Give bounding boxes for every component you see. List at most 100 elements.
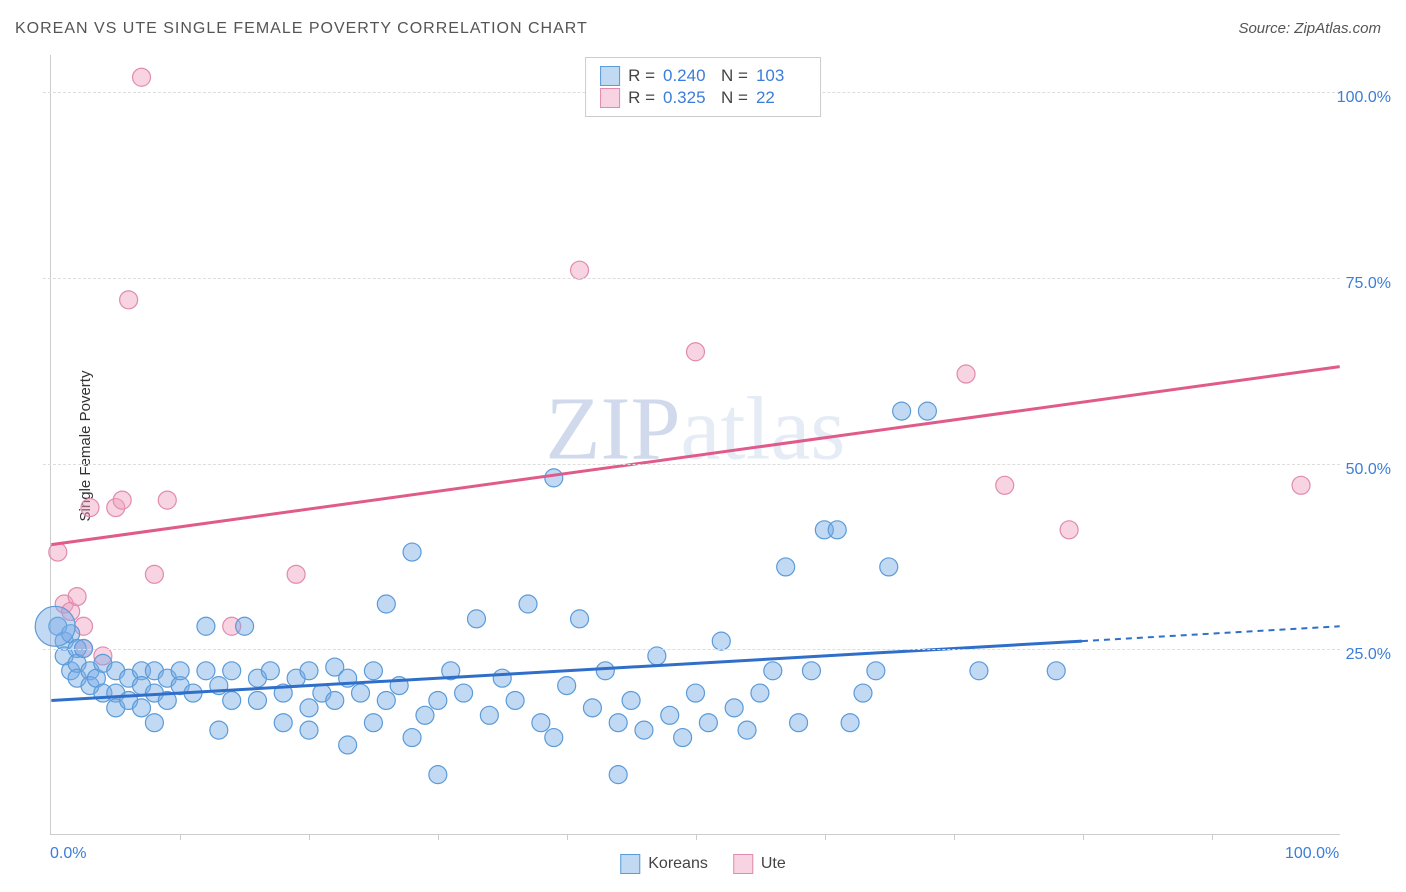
chart-title: KOREAN VS UTE SINGLE FEMALE POVERTY CORR… — [15, 20, 588, 38]
data-point — [287, 565, 305, 583]
data-point — [828, 521, 846, 539]
data-point — [300, 699, 318, 717]
data-point — [880, 558, 898, 576]
data-point — [326, 691, 344, 709]
data-point-large — [35, 606, 75, 646]
data-point — [133, 699, 151, 717]
y-tick-label: 100.0% — [1337, 89, 1391, 107]
plot-area: ZIPatlas — [50, 55, 1340, 835]
legend-item-1: Koreans — [620, 854, 708, 874]
data-point — [725, 699, 743, 717]
data-point — [957, 365, 975, 383]
x-tick — [1212, 834, 1213, 840]
data-point — [712, 632, 730, 650]
data-point — [609, 714, 627, 732]
data-point — [622, 691, 640, 709]
data-point — [699, 714, 717, 732]
data-point — [1292, 476, 1310, 494]
data-point — [493, 669, 511, 687]
data-point — [210, 721, 228, 739]
gridline — [43, 278, 1340, 279]
trend-line — [51, 367, 1339, 545]
data-point — [403, 543, 421, 561]
data-point — [571, 261, 589, 279]
data-point — [236, 617, 254, 635]
data-point — [364, 662, 382, 680]
x-tick — [309, 834, 310, 840]
data-point — [970, 662, 988, 680]
scatter-svg — [51, 55, 1340, 834]
data-point — [635, 721, 653, 739]
x-tick — [567, 834, 568, 840]
data-point — [1047, 662, 1065, 680]
data-point — [133, 68, 151, 86]
data-point — [519, 595, 537, 613]
data-point — [764, 662, 782, 680]
data-point — [223, 662, 241, 680]
legend-item-2: Ute — [733, 854, 786, 874]
y-tick-label: 50.0% — [1346, 461, 1391, 479]
series-legend: Koreans Ute — [620, 854, 786, 874]
data-point — [687, 684, 705, 702]
data-point — [532, 714, 550, 732]
data-point — [352, 684, 370, 702]
data-point — [68, 588, 86, 606]
legend-label-2: Ute — [761, 855, 786, 873]
legend-swatch-1 — [620, 854, 640, 874]
data-point — [455, 684, 473, 702]
data-point — [596, 662, 614, 680]
x-tick — [438, 834, 439, 840]
x-tick — [954, 834, 955, 840]
data-point — [261, 662, 279, 680]
data-point — [506, 691, 524, 709]
n-label: N = — [721, 66, 748, 86]
gridline — [43, 649, 1340, 650]
r-label: R = — [628, 88, 655, 108]
x-tick-label: 0.0% — [50, 845, 86, 863]
data-point — [687, 343, 705, 361]
source-label: Source: ZipAtlas.com — [1238, 20, 1381, 37]
trend-line-extrapolated — [1082, 626, 1340, 641]
data-point — [300, 721, 318, 739]
data-point — [300, 662, 318, 680]
data-point — [738, 721, 756, 739]
data-point — [480, 706, 498, 724]
x-tick — [825, 834, 826, 840]
data-point — [49, 543, 67, 561]
data-point — [545, 729, 563, 747]
data-point — [918, 402, 936, 420]
data-point — [248, 691, 266, 709]
data-point — [171, 662, 189, 680]
data-point — [364, 714, 382, 732]
data-point — [377, 595, 395, 613]
r-label: R = — [628, 66, 655, 86]
data-point — [867, 662, 885, 680]
data-point — [429, 766, 447, 784]
data-point — [339, 736, 357, 754]
data-point — [1060, 521, 1078, 539]
gridline — [43, 464, 1340, 465]
data-point — [120, 291, 138, 309]
x-tick — [1083, 834, 1084, 840]
legend-label-1: Koreans — [648, 855, 708, 873]
data-point — [145, 714, 163, 732]
data-point — [145, 565, 163, 583]
data-point — [467, 610, 485, 628]
data-point — [197, 662, 215, 680]
data-point — [854, 684, 872, 702]
data-point — [158, 491, 176, 509]
y-tick-label: 75.0% — [1346, 275, 1391, 293]
x-tick-label: 100.0% — [1285, 845, 1339, 863]
data-point — [403, 729, 421, 747]
data-point — [571, 610, 589, 628]
stats-legend: R = 0.240 N = 103 R = 0.325 N = 22 — [585, 57, 821, 117]
data-point — [802, 662, 820, 680]
data-point — [996, 476, 1014, 494]
data-point — [377, 691, 395, 709]
data-point — [777, 558, 795, 576]
data-point — [274, 714, 292, 732]
data-point — [751, 684, 769, 702]
x-tick — [696, 834, 697, 840]
data-point — [545, 469, 563, 487]
data-point — [558, 677, 576, 695]
